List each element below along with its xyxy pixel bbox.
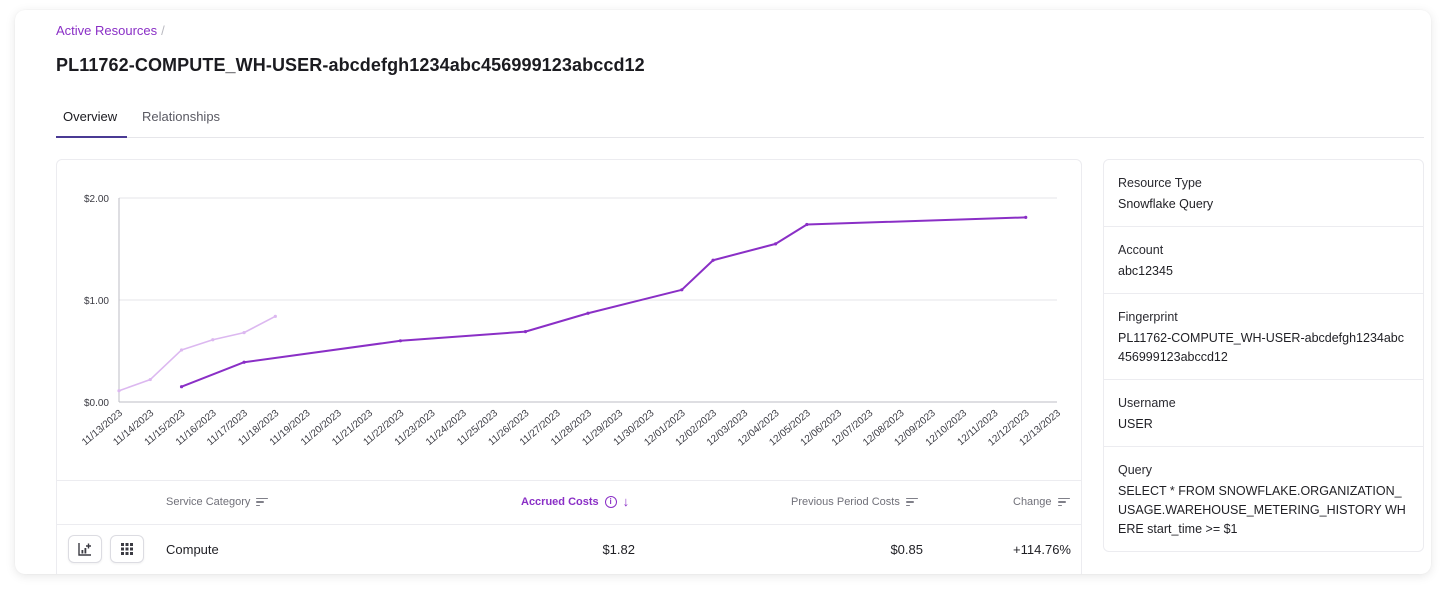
detail-label: Account — [1118, 243, 1164, 257]
data-point — [680, 288, 684, 292]
data-point — [586, 311, 590, 315]
grid-view-button[interactable] — [110, 535, 144, 563]
sort-icon — [256, 497, 269, 507]
y-tick-label: $0.00 — [84, 398, 109, 409]
tab-bar: Overview Relationships — [56, 100, 1424, 138]
breadcrumb-separator: / — [161, 23, 165, 38]
data-point — [242, 360, 246, 364]
header-service-category-label: Service Category — [166, 496, 251, 508]
grid-icon — [121, 543, 133, 555]
detail-label: Query — [1118, 463, 1153, 477]
data-point — [242, 331, 246, 335]
header-previous-costs-label: Previous Period Costs — [791, 496, 900, 508]
sort-icon — [1057, 497, 1070, 507]
data-point — [711, 258, 715, 262]
data-point — [523, 330, 528, 334]
breadcrumb: Active Resources / — [56, 23, 165, 38]
page-title: PL11762-COMPUTE_WH-USER-abcdefgh1234abc4… — [56, 55, 645, 75]
data-point — [148, 377, 152, 382]
data-point — [398, 339, 402, 343]
header-accrued-costs[interactable]: Accrued Costs i ↓ — [521, 494, 630, 509]
cell-accrued-costs: $1.82 — [602, 542, 635, 557]
table-header: Service Category Accrued Costs i ↓ Previ… — [57, 480, 1081, 525]
cell-service-category: Compute — [166, 542, 219, 557]
resource-details-panel: Resource Type Snowflake Query Account ab… — [1103, 159, 1424, 552]
data-point — [774, 242, 778, 246]
header-change-label: Change — [1013, 496, 1052, 508]
header-change[interactable]: Change — [1013, 496, 1070, 508]
data-point — [1024, 215, 1028, 219]
add-chart-button[interactable] — [68, 535, 102, 563]
detail-resource-type: Resource Type Snowflake Query — [1104, 160, 1423, 227]
detail-value: USER — [1118, 417, 1153, 431]
y-tick-label: $2.00 — [84, 194, 109, 205]
detail-value: SELECT * FROM SNOWFLAKE.ORGANIZATION_USA… — [1118, 484, 1406, 536]
breadcrumb-active-resources[interactable]: Active Resources — [56, 23, 158, 38]
sort-descending-icon: ↓ — [622, 494, 630, 509]
detail-value: Snowflake Query — [1118, 197, 1214, 211]
info-icon[interactable]: i — [604, 496, 617, 508]
previous-period-line — [118, 315, 276, 392]
data-point — [211, 338, 215, 342]
data-point — [179, 385, 184, 389]
cell-previous-costs: $0.85 — [890, 542, 923, 557]
add-chart-icon — [78, 543, 91, 556]
resource-detail-card: Active Resources / PL11762-COMPUTE_WH-USE… — [15, 10, 1431, 574]
y-tick-label: $1.00 — [84, 296, 109, 307]
tab-relationships[interactable]: Relationships — [142, 109, 221, 124]
table-row: Compute $1.82 $0.85 +114.76% — [57, 525, 1081, 574]
accrued-cost-line — [181, 216, 1026, 388]
data-point — [273, 314, 277, 318]
detail-fingerprint: Fingerprint PL11762-COMPUTE_WH-USER-abcd… — [1104, 294, 1423, 380]
cell-change: +114.76% — [1013, 542, 1071, 557]
cost-chart-panel: $0.00 $1.00 $2.00 11/13/2023 11/14/2023 11/15… — [56, 159, 1082, 574]
detail-label: Username — [1118, 396, 1176, 410]
header-previous-period-costs[interactable]: Previous Period Costs — [791, 496, 918, 508]
cost-line-chart: $0.00$1.00$2.0011/13/202311/14/202311/15… — [80, 194, 1063, 448]
data-point — [805, 222, 809, 227]
tab-overview[interactable]: Overview — [56, 100, 127, 138]
data-point — [179, 348, 184, 352]
detail-account: Account abc12345 — [1104, 227, 1423, 294]
detail-value: abc12345 — [1118, 264, 1173, 278]
detail-username: Username USER — [1104, 380, 1423, 447]
detail-label: Resource Type — [1118, 176, 1202, 190]
detail-label: Fingerprint — [1118, 310, 1178, 324]
data-point — [117, 389, 121, 393]
header-service-category[interactable]: Service Category — [166, 496, 269, 508]
sort-icon — [905, 497, 918, 507]
detail-value: PL11762-COMPUTE_WH-USER-abcdefgh1234abc4… — [1118, 331, 1405, 364]
detail-query: Query SELECT * FROM SNOWFLAKE.ORGANIZATI… — [1104, 447, 1423, 551]
header-accrued-costs-label: Accrued Costs — [521, 496, 599, 508]
